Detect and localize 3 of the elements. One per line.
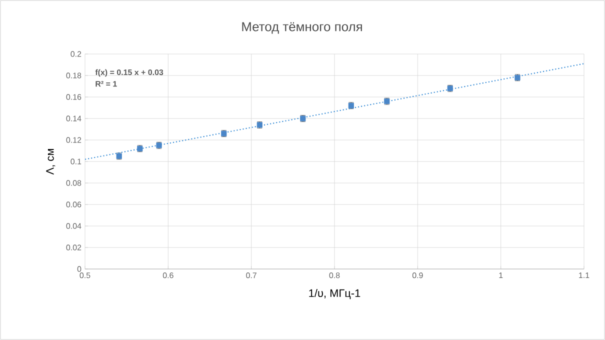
chart-title: Метод тёмного поля	[242, 22, 362, 34]
y-axis-title: Λ, см	[46, 149, 56, 175]
x-axis-title: 1/υ, МГц-1	[309, 288, 360, 300]
